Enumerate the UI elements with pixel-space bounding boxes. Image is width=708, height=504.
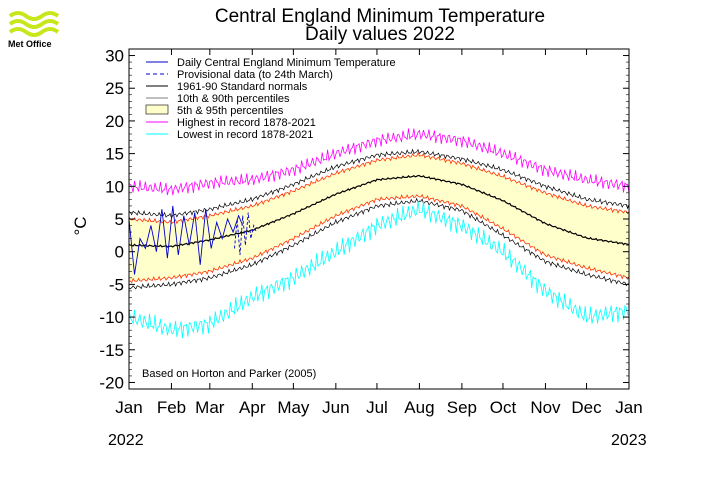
legend-label: Daily Central England Minimum Temperatur…	[177, 57, 396, 69]
x-tick-label: Jul	[366, 398, 388, 417]
legend-label: Lowest in record 1878-2021	[177, 129, 313, 141]
x-tick-label: Sep	[447, 398, 477, 417]
x-tick-label: May	[277, 398, 310, 417]
x-tick-label: Jun	[322, 398, 349, 417]
series-line-1	[128, 151, 630, 225]
x-tick-label: Aug	[404, 398, 434, 417]
series-line-2	[128, 193, 630, 284]
y-tick-label: 30	[105, 47, 124, 66]
logo-text: Met Office	[8, 39, 52, 49]
series-line-7	[128, 205, 244, 275]
x-tick-label: Jan	[615, 398, 642, 417]
legend-label: 5th & 95th percentiles	[177, 105, 284, 117]
percentile-band-fill	[129, 152, 629, 283]
x-tick-label: Apr	[239, 398, 266, 417]
legend-label: 1961-90 Standard normals	[177, 81, 308, 93]
y-tick-label: 5	[115, 210, 124, 229]
x-tick-label: Feb	[157, 398, 186, 417]
y-axis-label: °C	[71, 216, 90, 235]
series-line-8	[234, 212, 257, 256]
y-tick-label: -15	[99, 341, 124, 360]
year-label-end: 2023	[611, 432, 647, 449]
chart-title: Central England Minimum Temperature	[214, 6, 546, 27]
legend-label: Provisional data (to 24th March)	[177, 69, 333, 81]
series-line-0	[128, 174, 630, 248]
x-tick-label: Dec	[571, 398, 602, 417]
chart-subtitle: Daily values 2022	[305, 24, 455, 45]
x-tick-label: Oct	[490, 398, 517, 417]
series-line-6	[128, 200, 630, 339]
y-tick-label: 20	[105, 112, 124, 131]
y-tick-label: -10	[99, 308, 124, 327]
y-tick-label: -20	[99, 373, 124, 392]
y-tick-label: 15	[105, 145, 124, 164]
legend-label: Highest in record 1878-2021	[177, 117, 316, 129]
series-line-4	[128, 197, 630, 290]
y-tick-label: 25	[105, 79, 124, 98]
footnote: Based on Horton and Parker (2005)	[142, 368, 316, 380]
legend-swatch	[145, 104, 169, 115]
year-label-start: 2022	[108, 432, 144, 449]
x-tick-label: Nov	[530, 398, 561, 417]
y-tick-label: 0	[115, 243, 124, 262]
y-tick-label: 10	[105, 177, 124, 196]
series-line-5	[128, 128, 630, 196]
y-tick-label: -5	[109, 275, 124, 294]
x-tick-label: Mar	[195, 398, 225, 417]
x-tick-label: Jan	[115, 398, 142, 417]
legend-label: 10th & 90th percentiles	[177, 93, 290, 105]
met-office-logo	[8, 11, 60, 37]
series-line-3	[128, 148, 630, 219]
